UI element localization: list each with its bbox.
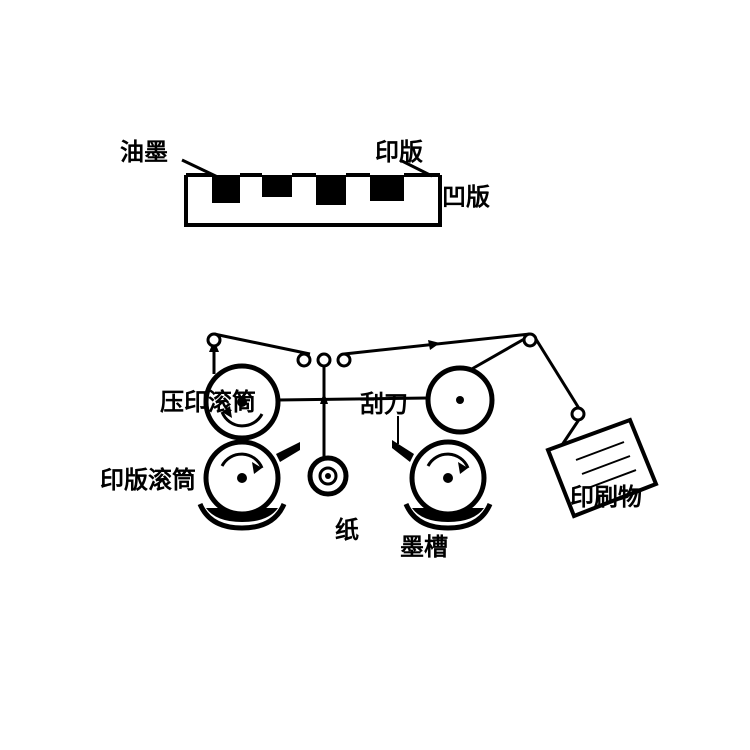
guide-roller (524, 334, 536, 346)
guide-roller (338, 354, 350, 366)
guide-roller (572, 408, 584, 420)
label-impression-cylinder: 压印滚筒 (160, 388, 256, 416)
guide-roller (318, 354, 330, 366)
label-paper: 纸 (335, 516, 359, 544)
label-plate: 印版 (375, 139, 423, 166)
doctor-blade-left (276, 442, 300, 462)
guide-roller (208, 334, 220, 346)
label-blade: 刮刀 (360, 390, 408, 418)
label-gravure: 凹版 (442, 184, 490, 211)
guide-roller (298, 354, 310, 366)
label-ink-fountain: 墨槽 (400, 534, 448, 561)
doctor-blade-right (392, 440, 414, 462)
label-plate-cylinder: 印版滚筒 (100, 466, 196, 494)
label-print: 印刷物 (570, 484, 642, 511)
gravure-printing-diagram: 油墨 印版 凹版 (0, 0, 750, 750)
label-ink: 油墨 (120, 139, 168, 166)
